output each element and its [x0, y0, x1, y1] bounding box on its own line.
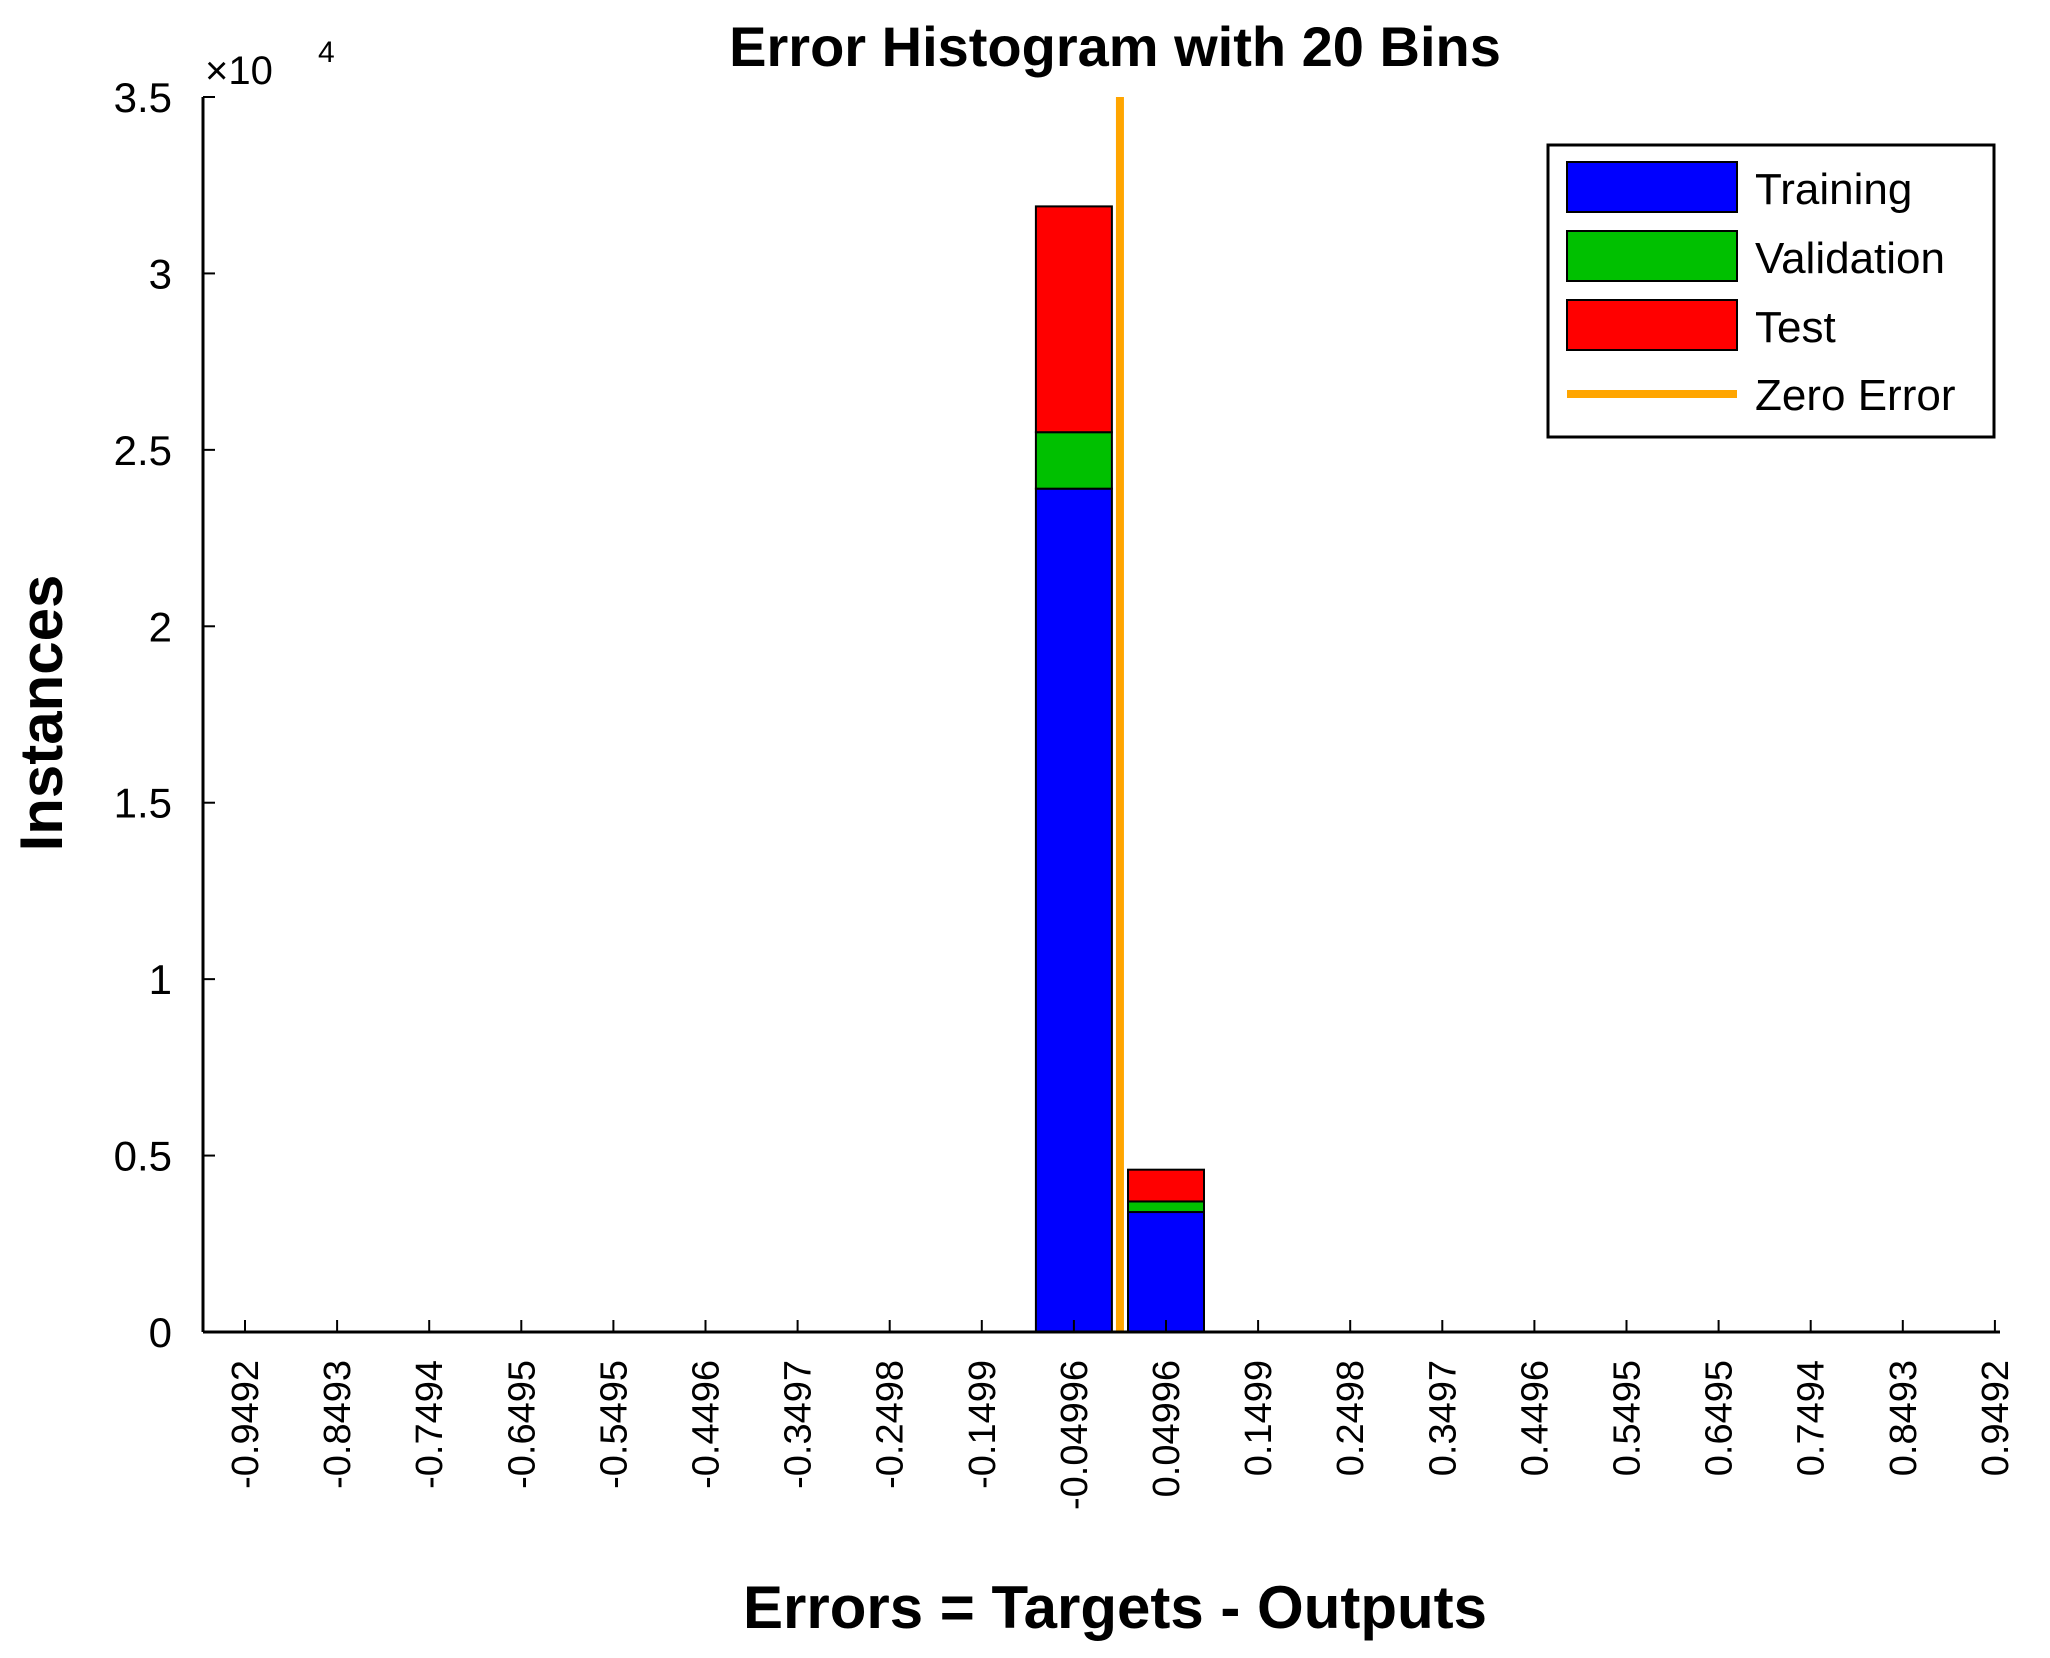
- y-tick-label: 0.5: [114, 1133, 172, 1180]
- y-tick-label: 1.5: [114, 780, 172, 827]
- y-tick-label: 2: [149, 603, 172, 650]
- x-tick-label: 0.6495: [1699, 1360, 1741, 1476]
- x-tick-label: 0.3497: [1422, 1360, 1464, 1476]
- bar-training-9: [1034, 487, 1113, 1333]
- bar-test-9: [1034, 205, 1113, 434]
- x-tick-label: 0.1499: [1238, 1360, 1280, 1476]
- bars-group: [1034, 205, 1205, 1333]
- x-tick-label: 0.9492: [1975, 1360, 2017, 1476]
- x-tick-label: -0.1499: [962, 1360, 1004, 1489]
- legend-label-test: Test: [1755, 303, 1836, 352]
- x-tick-label: -0.04996: [1054, 1360, 1096, 1510]
- x-tick-label: -0.4496: [686, 1360, 728, 1489]
- x-ticks-group: -0.9492 -0.8493 -0.7494 -0.6495 -0.5495 -0.44…: [225, 1320, 2017, 1510]
- bar-training-10: [1127, 1211, 1205, 1333]
- y-tick-label: 0: [149, 1309, 172, 1356]
- x-tick-label: -0.6495: [501, 1360, 543, 1489]
- x-tick-label: -0.7494: [409, 1360, 451, 1489]
- legend-swatch-test: [1566, 299, 1738, 351]
- legend: Training Validation Test Zero Error: [1546, 143, 1996, 439]
- bar-validation-10: [1127, 1200, 1205, 1214]
- x-axis-label: Errors = Targets - Outputs: [743, 1574, 1487, 1641]
- bar-test-10: [1127, 1168, 1205, 1203]
- legend-item-zero-error: Zero Error: [1567, 371, 1955, 420]
- y-multiplier-exponent: 4: [318, 36, 335, 69]
- legend-item-test: Test: [1566, 299, 1836, 352]
- axes-group: [201, 97, 2000, 1334]
- y-ticks-group: 0 0.5 1 1.5 2 2.5 3 3.5: [114, 74, 215, 1356]
- bar-validation-9: [1034, 431, 1113, 490]
- x-tick-label: 0.4496: [1514, 1360, 1556, 1476]
- x-tick-label: 0.7494: [1791, 1360, 1833, 1476]
- chart-title: Error Histogram with 20 Bins: [729, 15, 1501, 78]
- y-tick-label: 3: [149, 250, 172, 297]
- y-axis-label: Instances: [8, 575, 75, 852]
- x-tick-label: 0.2498: [1330, 1360, 1372, 1476]
- y-axis-multiplier: ×10 4: [205, 36, 335, 93]
- y-tick-label: 2.5: [114, 427, 172, 474]
- y-multiplier-base: ×10: [205, 49, 273, 93]
- legend-label-training: Training: [1755, 165, 1912, 214]
- y-tick-label: 3.5: [114, 74, 172, 121]
- y-tick-label: 1: [149, 956, 172, 1003]
- x-tick-label: -0.2498: [870, 1360, 912, 1489]
- legend-swatch-validation: [1566, 230, 1738, 282]
- x-tick-label: -0.9492: [225, 1360, 267, 1489]
- legend-label-zero-error: Zero Error: [1755, 371, 1955, 420]
- legend-swatch-training: [1566, 161, 1738, 213]
- legend-item-validation: Validation: [1566, 230, 1945, 283]
- legend-label-validation: Validation: [1755, 234, 1945, 283]
- legend-item-training: Training: [1566, 161, 1912, 214]
- x-tick-label: 0.8493: [1883, 1360, 1925, 1476]
- x-tick-label: -0.5495: [593, 1360, 635, 1489]
- x-tick-label: -0.8493: [317, 1360, 359, 1489]
- x-tick-label: 0.5495: [1607, 1360, 1649, 1476]
- x-tick-label: -0.3497: [778, 1360, 820, 1489]
- x-tick-label: 0.04996: [1146, 1360, 1188, 1497]
